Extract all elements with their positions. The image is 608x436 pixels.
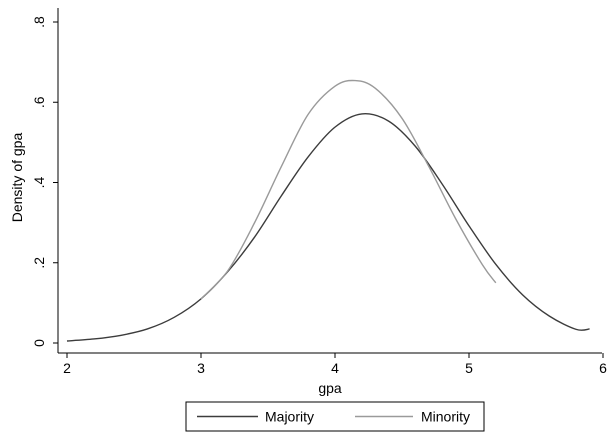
x-tick-label: 4: [331, 360, 339, 376]
x-tick-label: 3: [197, 360, 205, 376]
labels: gpa Density of gpa: [9, 133, 342, 396]
x-tick-label: 2: [63, 360, 71, 376]
legend: Majority Minority: [185, 401, 485, 432]
y-tick-label: .8: [31, 16, 47, 28]
series-line-majority: [66, 112, 590, 342]
x-axis-title: gpa: [318, 380, 342, 396]
series-line-minority: [200, 79, 497, 300]
y-tick-label: .4: [31, 176, 47, 188]
y-tick-label: .2: [31, 257, 47, 269]
series-group: [66, 79, 590, 342]
x-tick-label: 5: [465, 360, 473, 376]
y-tick-label: .6: [31, 96, 47, 108]
axes: 0 .2 .4 .6 .8 2 3 4 5 6: [31, 8, 607, 376]
x-tick-label: 6: [599, 360, 607, 376]
legend-label-minority: Minority: [421, 409, 470, 425]
y-axis-title: Density of gpa: [9, 133, 25, 223]
y-tick-label: 0: [31, 339, 47, 347]
legend-label-majority: Majority: [265, 409, 314, 425]
